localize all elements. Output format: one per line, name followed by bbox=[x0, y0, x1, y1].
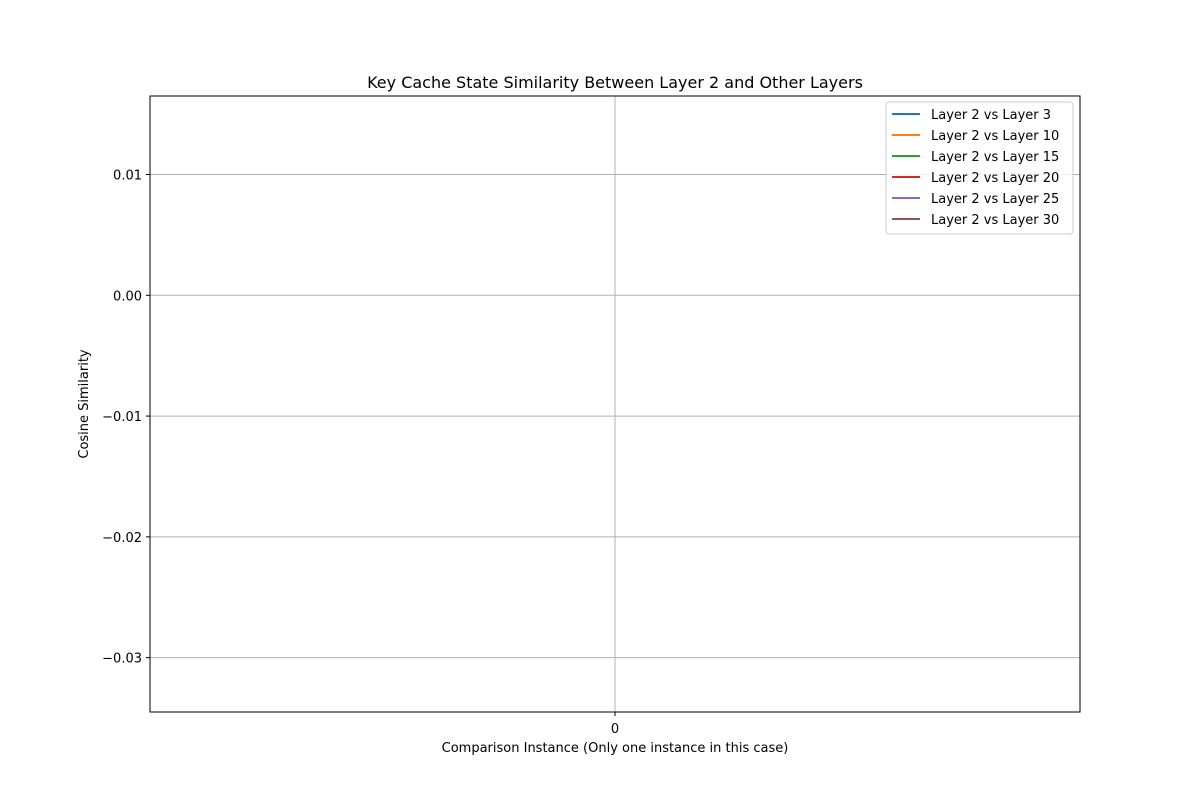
x-axis-label: Comparison Instance (Only one instance i… bbox=[442, 741, 789, 756]
grid-lines bbox=[150, 96, 1080, 712]
chart-title: Key Cache State Similarity Between Layer… bbox=[367, 73, 863, 92]
x-tick-label: 0 bbox=[611, 722, 619, 737]
y-tick-label: 0.00 bbox=[113, 289, 142, 304]
y-axis-ticks: 0.01 0.00 −0.01 −0.02 −0.03 bbox=[102, 169, 150, 667]
legend-entry: Layer 2 vs Layer 3 bbox=[931, 108, 1051, 123]
legend: Layer 2 vs Layer 3 Layer 2 vs Layer 10 Lay… bbox=[885, 101, 1074, 235]
y-tick-label: 0.01 bbox=[113, 169, 142, 184]
legend-entry: Layer 2 vs Layer 20 bbox=[931, 171, 1059, 186]
x-axis-ticks: 0 bbox=[611, 712, 619, 737]
legend-entry: Layer 2 vs Layer 30 bbox=[931, 213, 1059, 228]
legend-entry: Layer 2 vs Layer 15 bbox=[931, 150, 1059, 165]
legend-box bbox=[885, 101, 1074, 235]
y-axis-label: Cosine Similarity bbox=[77, 349, 92, 459]
y-tick-label: −0.01 bbox=[102, 410, 142, 425]
y-tick-label: −0.03 bbox=[102, 652, 142, 667]
legend-entry: Layer 2 vs Layer 10 bbox=[931, 129, 1059, 144]
legend-entry: Layer 2 vs Layer 25 bbox=[931, 192, 1059, 207]
y-tick-label: −0.02 bbox=[102, 531, 142, 546]
